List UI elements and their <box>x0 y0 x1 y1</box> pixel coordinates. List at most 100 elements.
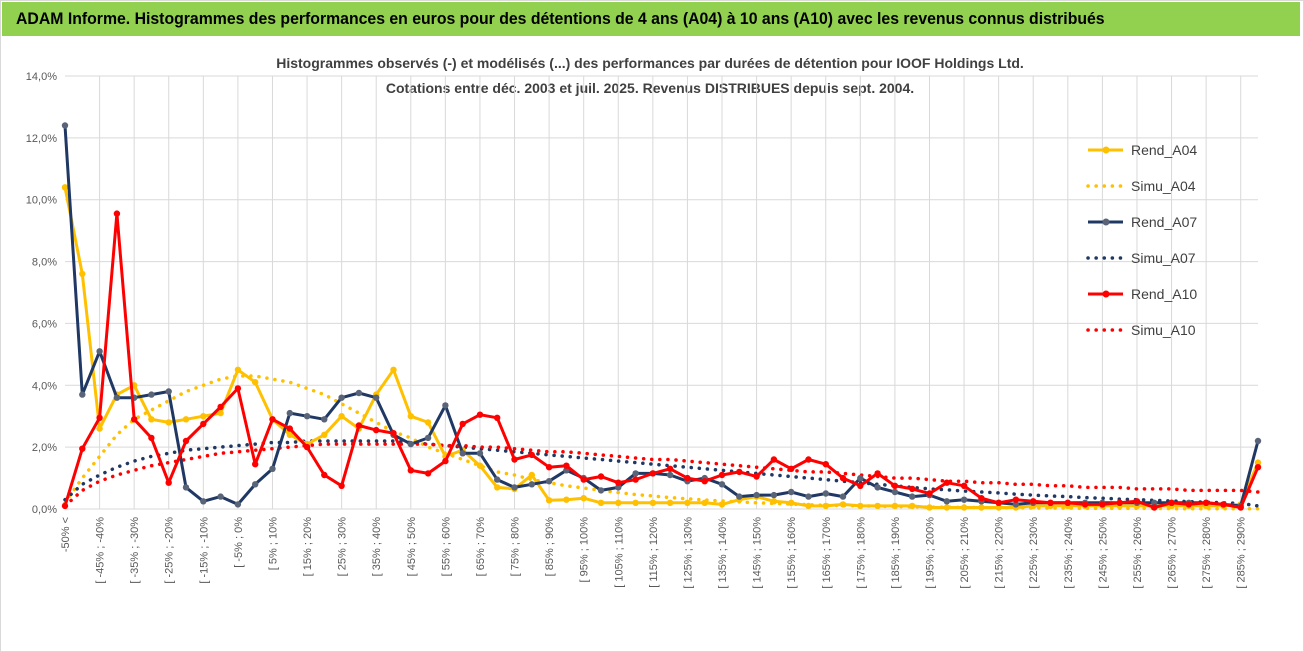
data-point-rend_a04 <box>632 499 639 506</box>
data-point-rend_a07 <box>1254 437 1262 445</box>
x-tick-label: [ -5% ; 0% <box>233 517 245 568</box>
data-point-rend_a10 <box>476 411 484 418</box>
data-point-rend_a10 <box>1064 499 1072 506</box>
data-point-rend_a10 <box>338 482 345 489</box>
y-tick-label: 10,0% <box>26 195 57 207</box>
data-point-rend_a04 <box>234 366 242 373</box>
data-point-rend_a10 <box>442 457 449 465</box>
data-point-rend_a10 <box>1202 499 1210 506</box>
data-point-rend_a10 <box>684 474 691 482</box>
data-point-rend_a10 <box>1030 498 1037 505</box>
data-point-rend_a04 <box>666 499 674 506</box>
series-line-rend_a10 <box>63 212 1260 509</box>
legend-item-rend_a10: Rend_A10 <box>1088 286 1197 302</box>
data-point-rend_a10 <box>1168 499 1175 506</box>
data-point-rend_a10 <box>960 482 968 489</box>
data-point-rend_a10 <box>874 470 881 477</box>
data-point-rend_a07 <box>113 394 121 401</box>
data-point-rend_a04 <box>424 419 432 426</box>
data-point-rend_a04 <box>165 419 172 426</box>
data-point-rend_a04 <box>545 497 553 504</box>
data-point-rend_a10 <box>1099 501 1106 508</box>
data-point-rend_a10 <box>528 451 535 459</box>
data-point-rend_a10 <box>390 430 397 437</box>
data-point-rend_a07 <box>874 484 881 491</box>
data-point-rend_a10 <box>788 465 795 472</box>
data-point-rend_a07 <box>217 493 224 500</box>
x-tick-label: [ 25% ; 30% <box>337 517 349 577</box>
data-point-rend_a07 <box>788 488 795 496</box>
data-point-rend_a07 <box>805 493 812 500</box>
data-point-rend_a07 <box>96 348 103 355</box>
x-tick-label: [ 55% ; 60% <box>440 517 452 577</box>
x-tick-label: [ 195% ; 200% <box>924 517 936 589</box>
data-point-rend_a07 <box>79 391 86 398</box>
data-point-rend_a10 <box>321 471 328 479</box>
data-point-rend_a10 <box>424 470 432 477</box>
data-point-rend_a04 <box>321 431 328 438</box>
data-point-rend_a10 <box>61 502 69 510</box>
x-tick-label: [ 205% ; 210% <box>959 517 971 589</box>
data-point-rend_a10 <box>563 462 570 469</box>
data-point-rend_a10 <box>632 476 639 483</box>
x-tick-label: [ 255% ; 260% <box>1132 517 1144 589</box>
data-point-rend_a10 <box>407 467 414 474</box>
data-point-rend_a10 <box>252 461 259 468</box>
data-point-rend_a07 <box>165 388 172 395</box>
legend-item-rend_a04: Rend_A04 <box>1088 142 1197 158</box>
data-point-rend_a04 <box>597 499 605 506</box>
x-tick-label: [ 285% ; 290% <box>1236 517 1248 589</box>
data-point-rend_a04 <box>528 471 535 479</box>
legend-item-rend_a07: Rend_A07 <box>1088 214 1197 230</box>
data-point-rend_a10 <box>1012 496 1020 503</box>
data-point-rend_a07 <box>632 470 639 477</box>
x-tick-label: [ 265% ; 270% <box>1167 517 1179 589</box>
data-point-rend_a10 <box>857 482 864 489</box>
data-point-rend_a10 <box>200 420 207 428</box>
data-point-rend_a04 <box>822 502 829 510</box>
data-point-rend_a10 <box>459 420 466 428</box>
data-point-rend_a10 <box>1151 504 1158 511</box>
data-point-rend_a04 <box>580 495 587 502</box>
data-point-rend_a07 <box>252 481 259 488</box>
x-tick-label: [ 225% ; 230% <box>1028 517 1040 589</box>
x-tick-label: [ -35% ; -30% <box>129 517 141 584</box>
data-point-rend_a04 <box>805 502 812 510</box>
data-point-rend_a10 <box>909 485 916 493</box>
data-point-rend_a04 <box>390 366 397 373</box>
data-point-rend_a07 <box>494 476 501 483</box>
data-point-rend_a04 <box>960 504 968 511</box>
data-point-rend_a07 <box>891 488 899 496</box>
data-point-rend_a10 <box>770 456 778 463</box>
data-point-rend_a10 <box>805 456 812 463</box>
data-point-rend_a10 <box>839 474 847 482</box>
legend-label: Rend_A07 <box>1131 214 1197 230</box>
data-point-rend_a10 <box>355 422 363 429</box>
data-point-rend_a10 <box>269 416 276 423</box>
data-point-rend_a07 <box>736 493 743 500</box>
x-tick-label: [ -45% ; -40% <box>95 517 107 584</box>
series-line-simu_a04 <box>63 374 1260 511</box>
data-point-rend_a07 <box>943 498 950 505</box>
data-point-rend_a10 <box>511 456 518 463</box>
data-point-rend_a07 <box>1012 501 1020 508</box>
data-point-rend_a10 <box>96 414 103 421</box>
x-tick-label: [ -25% ; -20% <box>164 517 176 584</box>
x-tick-label: [ 155% ; 160% <box>786 517 798 589</box>
series-line-simu_a10 <box>63 442 1260 508</box>
data-point-rend_a10 <box>1237 504 1244 511</box>
data-point-rend_a10 <box>1254 464 1262 471</box>
data-point-rend_a07 <box>545 478 553 485</box>
x-tick-label: [ -15% ; -10% <box>198 517 210 584</box>
data-point-rend_a04 <box>79 270 86 278</box>
data-point-rend_a07 <box>770 491 778 499</box>
data-point-rend_a04 <box>148 416 155 423</box>
series-line-rend_a04 <box>63 187 1260 509</box>
x-tick-label: [ 185% ; 190% <box>890 517 902 589</box>
data-point-rend_a07 <box>182 484 190 491</box>
chart-title-line1: Histogrammes observés (-) et modélisés (… <box>276 55 1024 71</box>
data-point-rend_a04 <box>839 501 847 508</box>
data-point-rend_a10 <box>891 482 899 489</box>
x-tick-label: [ 115% ; 120% <box>648 517 660 588</box>
x-tick-label: [ 175% ; 180% <box>855 517 867 589</box>
